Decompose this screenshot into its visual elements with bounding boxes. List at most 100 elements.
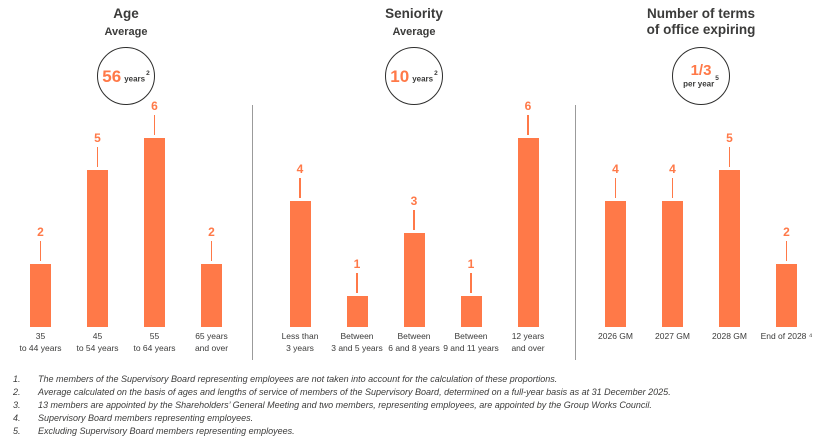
bar-column: 5 [701,130,758,327]
category-label: Between 3 and 5 years [331,331,383,353]
bar [87,169,108,327]
bar [662,201,683,327]
bar-connector-line [299,178,301,198]
bar-value-label: 4 [669,162,676,176]
bar-connector-line [356,272,358,293]
footnote-text: Average calculated on the basis of ages … [38,387,671,397]
footnote-number: 4. [13,413,21,423]
bar-value-label: 2 [37,225,44,239]
bar-connector-line [671,178,674,198]
seniority-category-labels: Less than 3 years Between 3 and 5 years Be… [253,331,575,355]
category-label: 45 to 54 years [76,331,119,353]
seniority-average-unit: years2 [412,69,438,84]
panel-seniority-subtitle: Average [392,26,436,39]
category-label: Less than 3 years [281,331,319,353]
bar-column: 2 [758,226,815,327]
bar [346,295,368,327]
category-label: Between 9 and 11 years [443,331,499,353]
category-label: 65 years and over [194,331,229,353]
panel-age-title: Age [113,6,139,21]
footnote-item: 2. Average calculated on the basis of age… [13,386,822,399]
age-average-circle: 56 years2 [97,47,155,105]
category-label: 2028 GM [712,331,747,341]
bar-connector-line [39,241,42,261]
bar-value-label: 6 [151,99,158,113]
bar [719,169,740,327]
bar-value-label: 4 [612,162,619,176]
category-label: 12 years and over [511,331,545,353]
seniority-average-footnote-ref: 2 [434,69,438,77]
panel-divider-2 [575,105,576,360]
terms-rate-value: 1/3 [690,62,712,80]
panel-age-subtitle: Average [104,26,148,39]
bar [460,295,482,327]
category-label: 35 to 44 years [19,331,62,353]
terms-rate-stat: 1/3 per year5 [683,63,719,89]
seniority-bars: 4 1 3 1 6 [253,100,575,327]
category-label: Between 6 and 8 years [388,331,440,353]
bar-column: 2 [12,226,69,327]
footnote-item: 3. 13 members are appointed by the Shareh… [13,399,822,412]
age-category-labels: 35 to 44 years 45 to 54 years 55 to 64 yea… [0,331,252,355]
bar-connector-line [527,115,529,135]
footnote-text: 13 members are appointed by the Sharehol… [38,400,652,410]
age-average-footnote-ref: 2 [146,69,150,77]
footnote-item: 4. Supervisory Board members representing… [13,412,822,425]
panel-terms-header: Number of terms of office expiring [576,0,826,42]
terms-bars: 4 4 5 2 [576,130,826,327]
bar-value-label: 4 [296,162,304,176]
bar [30,264,51,327]
footnote-number: 5. [13,426,21,436]
footnotes-list: 1. The members of the Supervisory Board r… [13,373,822,438]
panel-divider-1 [252,105,253,360]
bar-column: 6 [500,100,557,327]
bar-value-label: 1 [467,256,475,271]
bar-column: 3 [386,193,443,327]
panel-age: Age Average 56 years2 2 5 6 2 35 to 44 year… [0,0,252,365]
panel-seniority: Seniority Average 10 years2 4 1 3 1 6 Less t… [253,0,575,365]
terms-rate-footnote-ref: 5 [715,75,719,83]
bar-column: 6 [126,100,183,327]
footnote-number: 1. [13,374,21,384]
bar [517,138,539,327]
footnote-number: 3. [13,400,21,410]
bar-value-label: 5 [726,130,733,145]
bar-value-label: 3 [410,193,418,208]
footnote-item: 1. The members of the Supervisory Board r… [13,373,822,386]
panel-terms-expiring: Number of terms of office expiring 1/3 p… [576,0,826,365]
bar-column: 1 [329,256,386,327]
category-label: 2026 GM [598,331,633,341]
panel-seniority-title: Seniority [385,6,443,21]
bar-value-label: 2 [783,225,790,239]
seniority-average-value: 10 [390,66,410,86]
bar-connector-line [470,272,472,293]
bar [605,201,626,327]
footnote-item: 5. Excluding Supervisory Board members re… [13,425,822,438]
bar-connector-line [413,209,415,230]
age-bars: 2 5 6 2 [0,100,252,327]
bar [776,264,797,327]
bar-column: 4 [272,163,329,327]
bar-column: 4 [644,163,701,327]
footnote-text: Excluding Supervisory Board members repr… [38,426,295,436]
bar [403,232,425,327]
bar [144,138,165,327]
bar [289,201,311,327]
panel-terms-title: Number of terms of office expiring [646,6,756,38]
category-label: 2027 GM [655,331,690,341]
bar-value-label: 6 [524,99,532,113]
category-label: 55 to 64 years [133,331,176,353]
bar-connector-line [210,241,213,261]
footnote-number: 2. [13,387,21,397]
footnote-text: The members of the Supervisory Board rep… [38,374,558,384]
age-average-stat: 56 years2 [102,68,149,85]
bar-value-label: 2 [208,225,215,239]
bar-column: 5 [69,130,126,327]
bar-column: 1 [443,256,500,327]
footnote-text: Supervisory Board members representing e… [38,413,254,423]
bar-value-label: 1 [353,256,361,271]
bar-value-label: 5 [94,130,101,145]
bar-connector-line [96,146,99,167]
bar-column: 2 [183,226,240,327]
